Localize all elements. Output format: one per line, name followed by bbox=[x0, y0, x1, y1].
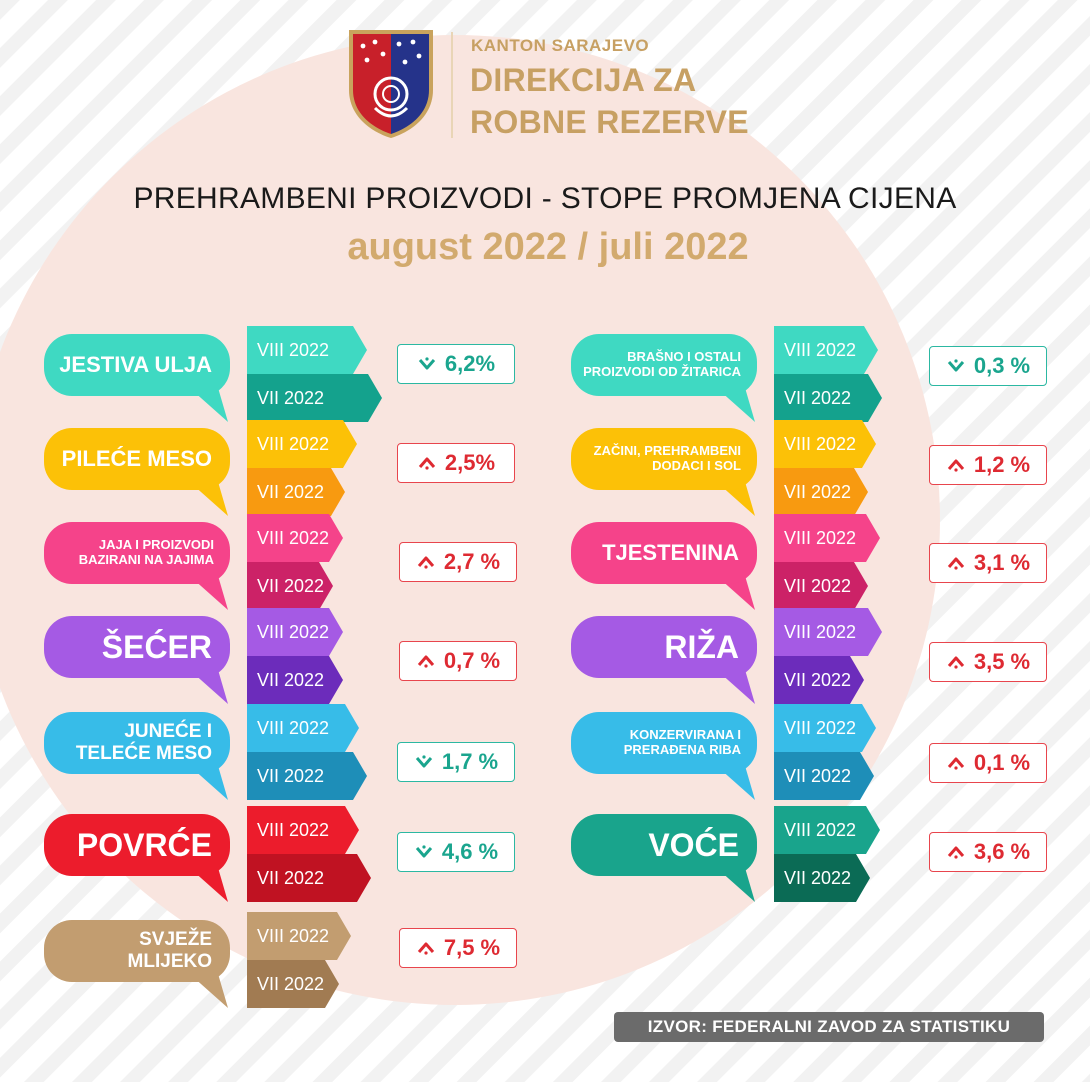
price-change-badge: 3,5 % bbox=[929, 642, 1047, 682]
product-name: JESTIVA ULJA bbox=[44, 334, 230, 396]
previous-period-tag: VII 2022 bbox=[247, 468, 345, 516]
org-region: KANTON SARAJEVO bbox=[471, 36, 650, 55]
arrow-down-icon bbox=[414, 754, 434, 770]
product-name: TJESTENINA bbox=[571, 522, 757, 584]
product-name: ZAČINI, PREHRAMBENI DODACI I SOL bbox=[571, 428, 757, 490]
previous-period-tag: VII 2022 bbox=[247, 374, 382, 422]
page-subtitle: august 2022 / juli 2022 bbox=[347, 226, 749, 268]
arrow-up-icon bbox=[416, 940, 436, 956]
price-change-value: 3,1 % bbox=[973, 550, 1031, 575]
arrow-down-icon bbox=[946, 358, 966, 374]
price-change-value: 3,6 % bbox=[973, 839, 1031, 864]
price-change-badge: 0,1 % bbox=[929, 743, 1047, 783]
current-period-tag: VIII 2022 bbox=[247, 704, 359, 752]
arrow-up-icon bbox=[946, 654, 966, 670]
price-change-value: 7,5 % bbox=[443, 935, 501, 960]
price-change-badge: 2,5% bbox=[397, 443, 515, 483]
price-change-badge: 3,1 % bbox=[929, 543, 1047, 583]
current-period-tag: VIII 2022 bbox=[774, 514, 880, 562]
price-change-value: 1,2 % bbox=[973, 452, 1031, 477]
arrow-up-icon bbox=[946, 844, 966, 860]
arrow-up-icon bbox=[416, 554, 436, 570]
current-period-tag: VIII 2022 bbox=[774, 608, 882, 656]
price-change-value: 2,5% bbox=[444, 450, 496, 475]
current-period-tag: VIII 2022 bbox=[774, 704, 876, 752]
product-name: KONZERVIRANA I PRERAĐENA RIBA bbox=[571, 712, 757, 774]
current-period-tag: VIII 2022 bbox=[247, 514, 343, 562]
price-change-badge: 3,6 % bbox=[929, 832, 1047, 872]
current-period-tag: VIII 2022 bbox=[247, 806, 359, 854]
price-change-badge: 4,6 % bbox=[397, 832, 515, 872]
current-period-tag: VIII 2022 bbox=[774, 326, 878, 374]
price-change-value: 6,2% bbox=[444, 351, 496, 376]
price-change-value: 0,1 % bbox=[973, 750, 1031, 775]
coat-of-arms-logo bbox=[349, 30, 433, 138]
current-period-tag: VIII 2022 bbox=[247, 326, 367, 374]
org-name-line-1: DIREKCIJA ZA bbox=[470, 62, 697, 98]
arrow-up-icon bbox=[946, 755, 966, 771]
previous-period-tag: VII 2022 bbox=[247, 960, 339, 1008]
arrow-down-icon bbox=[414, 844, 434, 860]
product-name: RIŽA bbox=[571, 616, 757, 678]
current-period-tag: VIII 2022 bbox=[247, 912, 351, 960]
previous-period-tag: VII 2022 bbox=[247, 562, 333, 610]
price-change-value: 3,5 % bbox=[973, 649, 1031, 674]
arrow-up-icon bbox=[946, 555, 966, 571]
price-change-badge: 0,3 % bbox=[929, 346, 1047, 386]
previous-period-tag: VII 2022 bbox=[774, 562, 868, 610]
previous-period-tag: VII 2022 bbox=[247, 656, 343, 704]
arrow-up-icon bbox=[416, 653, 436, 669]
price-change-value: 1,7 % bbox=[441, 749, 499, 774]
previous-period-tag: VII 2022 bbox=[774, 374, 882, 422]
product-name: POVRĆE bbox=[44, 814, 230, 876]
price-change-value: 4,6 % bbox=[441, 839, 499, 864]
previous-period-tag: VII 2022 bbox=[774, 656, 864, 704]
product-name: ŠEĆER bbox=[44, 616, 230, 678]
current-period-tag: VIII 2022 bbox=[247, 420, 357, 468]
previous-period-tag: VII 2022 bbox=[774, 468, 868, 516]
product-name: JAJA I PROIZVODI BAZIRANI NA JAJIMA bbox=[44, 522, 230, 584]
price-change-value: 0,3 % bbox=[973, 353, 1031, 378]
price-change-badge: 0,7 % bbox=[399, 641, 517, 681]
price-change-badge: 6,2% bbox=[397, 344, 515, 384]
current-period-tag: VIII 2022 bbox=[774, 420, 876, 468]
page-title: PREHRAMBENI PROIZVODI - STOPE PROMJENA C… bbox=[133, 182, 957, 215]
previous-period-tag: VII 2022 bbox=[774, 752, 874, 800]
price-change-value: 0,7 % bbox=[443, 648, 501, 673]
current-period-tag: VIII 2022 bbox=[247, 608, 343, 656]
arrow-up-icon bbox=[946, 457, 966, 473]
product-name: VOĆE bbox=[571, 814, 757, 876]
source-note: IZVOR: FEDERALNI ZAVOD ZA STATISTIKU bbox=[614, 1012, 1044, 1042]
previous-period-tag: VII 2022 bbox=[247, 752, 367, 800]
previous-period-tag: VII 2022 bbox=[774, 854, 870, 902]
previous-period-tag: VII 2022 bbox=[247, 854, 371, 902]
price-change-value: 2,7 % bbox=[443, 549, 501, 574]
price-change-badge: 1,7 % bbox=[397, 742, 515, 782]
product-name: BRAŠNO I OSTALI PROIZVODI OD ŽITARICA bbox=[571, 334, 757, 396]
price-change-badge: 1,2 % bbox=[929, 445, 1047, 485]
product-name: PILEĆE MESO bbox=[44, 428, 230, 490]
arrow-down-icon bbox=[417, 356, 437, 372]
current-period-tag: VIII 2022 bbox=[774, 806, 880, 854]
product-name: JUNEĆE I TELEĆE MESO bbox=[44, 712, 230, 774]
price-change-badge: 7,5 % bbox=[399, 928, 517, 968]
org-name-line-2: ROBNE REZERVE bbox=[470, 104, 749, 140]
arrow-up-icon bbox=[417, 455, 437, 471]
price-change-badge: 2,7 % bbox=[399, 542, 517, 582]
product-name: SVJEŽE MLIJEKO bbox=[44, 920, 230, 982]
logo-divider bbox=[451, 32, 453, 138]
